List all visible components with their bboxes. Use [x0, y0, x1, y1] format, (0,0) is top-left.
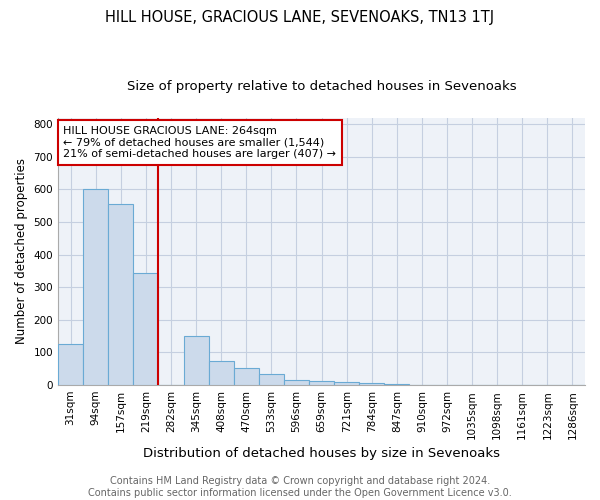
- Bar: [233, 368, 259, 385]
- Bar: [384, 384, 409, 385]
- Bar: [334, 382, 359, 385]
- Bar: [209, 360, 233, 385]
- X-axis label: Distribution of detached houses by size in Sevenoaks: Distribution of detached houses by size …: [143, 447, 500, 460]
- Bar: [184, 336, 209, 385]
- Bar: [133, 272, 158, 385]
- Bar: [309, 381, 334, 385]
- Text: HILL HOUSE GRACIOUS LANE: 264sqm
← 79% of detached houses are smaller (1,544)
21: HILL HOUSE GRACIOUS LANE: 264sqm ← 79% o…: [64, 126, 337, 159]
- Text: HILL HOUSE, GRACIOUS LANE, SEVENOAKS, TN13 1TJ: HILL HOUSE, GRACIOUS LANE, SEVENOAKS, TN…: [106, 10, 494, 25]
- Y-axis label: Number of detached properties: Number of detached properties: [15, 158, 28, 344]
- Title: Size of property relative to detached houses in Sevenoaks: Size of property relative to detached ho…: [127, 80, 517, 93]
- Bar: [58, 344, 83, 385]
- Bar: [259, 374, 284, 385]
- Bar: [108, 204, 133, 385]
- Bar: [359, 383, 384, 385]
- Bar: [83, 190, 108, 385]
- Text: Contains HM Land Registry data © Crown copyright and database right 2024.
Contai: Contains HM Land Registry data © Crown c…: [88, 476, 512, 498]
- Bar: [284, 380, 309, 385]
